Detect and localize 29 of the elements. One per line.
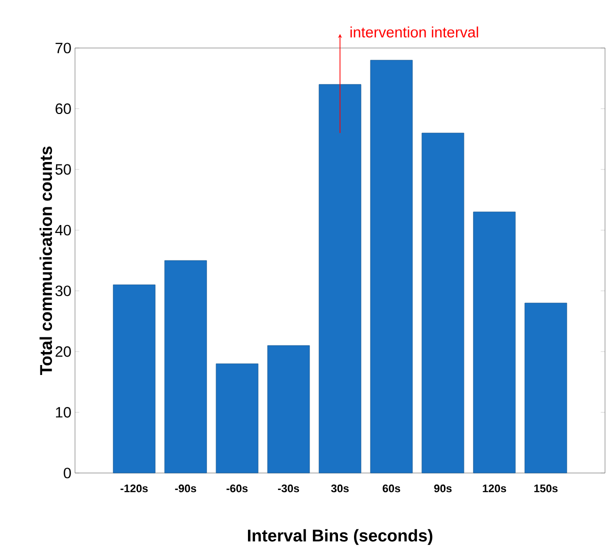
x-tick-label: 30s (331, 484, 349, 492)
y-tick-label: 30 (55, 286, 71, 296)
x-tick-label: -60s (226, 484, 248, 492)
y-tick-label: 50 (55, 164, 71, 175)
y-axis-title: Total communication counts (40, 146, 52, 375)
x-tick-label: 90s (434, 484, 452, 492)
x-tick-label: 120s (482, 484, 506, 492)
y-tick-label: 70 (56, 42, 71, 54)
bar (422, 132, 464, 474)
bar (370, 60, 413, 474)
x-tick-label: 60s (382, 484, 400, 492)
text: intervention interval (350, 26, 478, 38)
y-tick-label: 20 (56, 346, 71, 357)
y-tick-label: 40 (55, 224, 71, 236)
x-tick-label: -30s (278, 484, 300, 492)
y-tick-label: 60 (56, 103, 71, 114)
bar (267, 345, 310, 474)
x-tick-label: -90s (175, 484, 196, 492)
bar (318, 84, 362, 474)
bar (524, 302, 568, 474)
bar (473, 212, 516, 474)
x-tick-label: 150s (534, 484, 558, 492)
x-axis-title: Interval Bins (seconds) (248, 529, 432, 545)
bar (112, 284, 156, 474)
bar (164, 260, 207, 474)
y-tick-label: 0 (64, 468, 71, 478)
bar (216, 364, 258, 474)
y-tick-label: 10 (56, 406, 71, 418)
x-tick-label: -120s (120, 484, 148, 492)
